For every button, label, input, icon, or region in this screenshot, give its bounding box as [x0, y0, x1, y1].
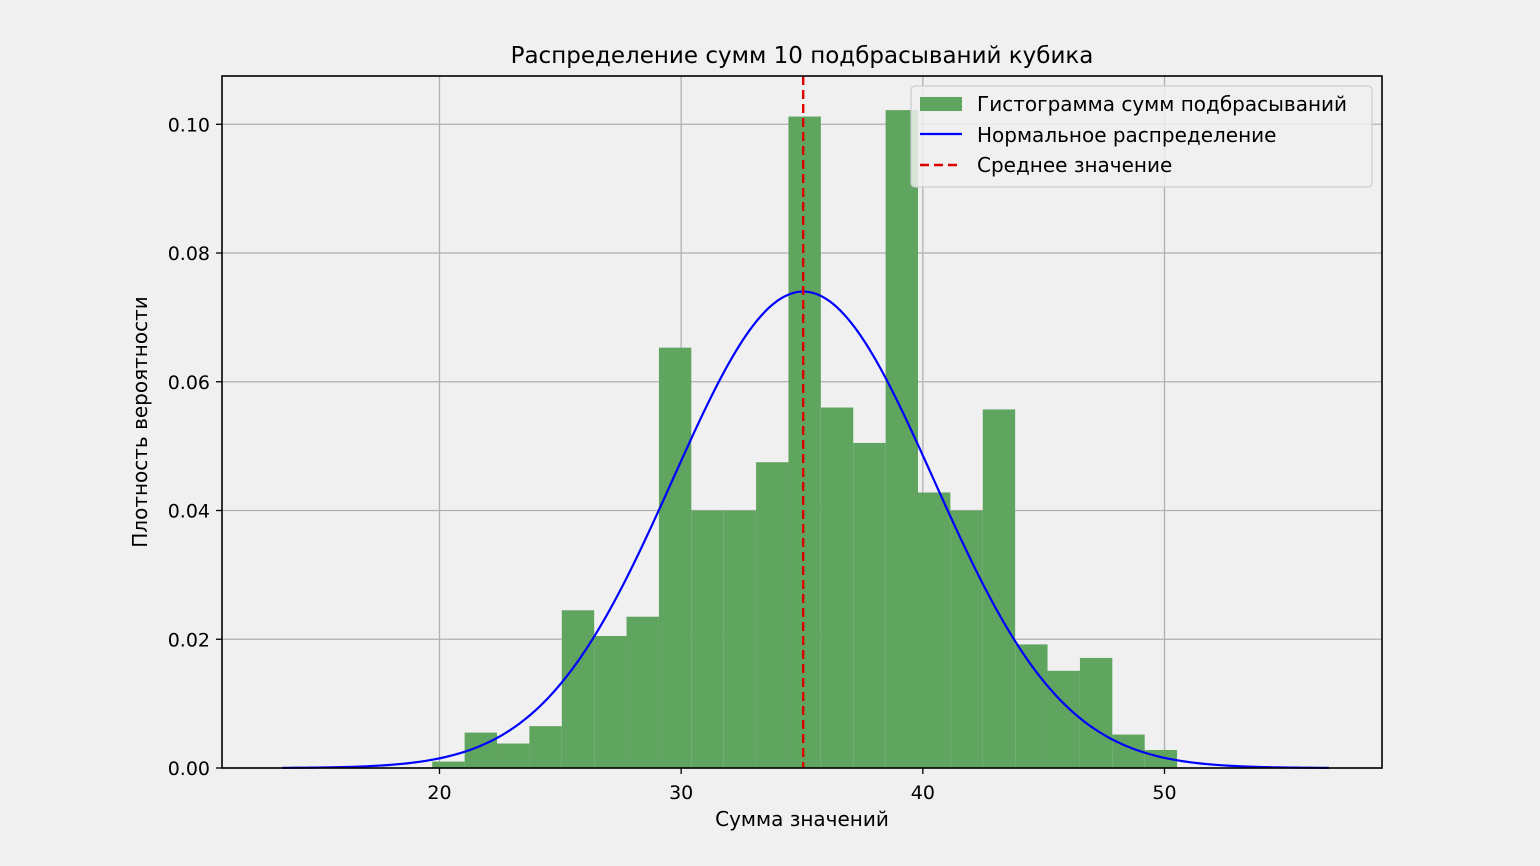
histogram-bar	[497, 743, 530, 768]
histogram-bars	[432, 110, 1178, 769]
histogram-bar	[658, 347, 692, 768]
y-tick-label: 0.04	[168, 501, 210, 523]
y-axis-label: Плотность вероятности	[128, 296, 152, 547]
legend-histogram-label: Гистограмма сумм подбрасываний	[977, 92, 1347, 116]
histogram-bar	[853, 442, 886, 768]
histogram-bar	[982, 409, 1016, 768]
histogram-bar	[529, 726, 562, 768]
legend-normal-label: Нормальное распределение	[977, 123, 1276, 147]
y-axis-ticks: 0.00 0.02 0.04 0.06 0.08 0.10	[168, 114, 222, 780]
normal-curve	[282, 290, 1329, 769]
legend-box	[910, 85, 1373, 188]
histogram-bar	[918, 492, 951, 768]
x-tick-label: 40	[911, 782, 935, 804]
y-tick-label: 0.08	[168, 243, 210, 265]
histogram-bar	[626, 616, 659, 768]
chart-title: Распределение сумм 10 подбрасываний куби…	[511, 43, 1094, 69]
histogram-bar	[788, 116, 821, 768]
y-tick-label: 0.10	[168, 114, 210, 136]
y-tick-label: 0.00	[168, 758, 210, 780]
legend-histogram-swatch	[920, 97, 962, 111]
histogram-bar	[1047, 670, 1080, 768]
histogram-bar	[594, 636, 627, 768]
histogram-bar	[691, 510, 724, 768]
histogram-bar	[561, 610, 595, 768]
histogram-bar	[432, 761, 465, 768]
legend: Гистограмма сумм подбрасываний Нормально…	[910, 85, 1373, 188]
y-tick-label: 0.06	[168, 372, 210, 394]
legend-mean-label: Среднее значение	[977, 153, 1172, 177]
histogram-bar	[723, 510, 757, 768]
x-axis-label: Сумма значений	[715, 807, 889, 831]
x-axis-ticks: 20 30 40 50	[427, 768, 1177, 804]
histogram-bar	[885, 110, 918, 769]
x-tick-label: 30	[669, 782, 693, 804]
x-tick-label: 20	[427, 782, 451, 804]
axes-frame	[221, 75, 1383, 769]
x-tick-label: 50	[1152, 782, 1176, 804]
y-tick-label: 0.02	[168, 629, 210, 651]
histogram-bar	[756, 462, 789, 768]
histogram-bar	[1079, 657, 1113, 768]
histogram-bar	[1015, 644, 1048, 768]
histogram-bar	[820, 407, 854, 768]
